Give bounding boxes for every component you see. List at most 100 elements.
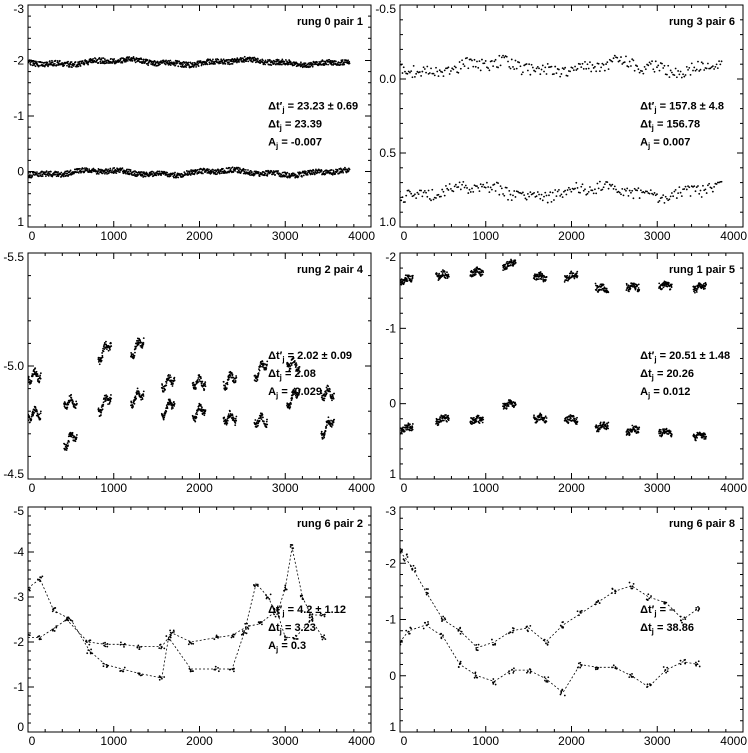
data-point xyxy=(648,61,651,64)
data-point xyxy=(321,396,323,399)
data-point xyxy=(441,188,444,191)
data-point xyxy=(302,63,304,66)
data-point xyxy=(678,73,681,76)
data-point xyxy=(177,65,180,68)
data-point xyxy=(33,64,35,66)
data-point xyxy=(181,63,184,66)
data-point xyxy=(28,378,31,381)
series-a xyxy=(400,258,708,294)
data-point xyxy=(625,284,628,286)
data-point xyxy=(404,201,406,203)
data-point xyxy=(132,170,135,173)
data-point xyxy=(597,62,600,65)
data-point xyxy=(546,201,549,204)
data-point xyxy=(534,70,537,73)
data-point xyxy=(404,274,407,277)
data-point xyxy=(631,58,634,61)
data-point xyxy=(638,288,641,291)
data-point xyxy=(101,405,104,408)
data-point xyxy=(674,188,677,191)
data-point xyxy=(632,197,635,200)
data-point xyxy=(473,58,476,61)
data-point xyxy=(402,66,405,69)
data-point xyxy=(680,195,683,198)
y-tick-label: -0.5 xyxy=(375,2,396,16)
data-point xyxy=(693,434,696,437)
data-point xyxy=(698,192,701,195)
x-tick-label: 3000 xyxy=(644,481,671,495)
data-point xyxy=(97,61,100,64)
data-point xyxy=(203,412,206,415)
data-point xyxy=(673,74,676,77)
data-point xyxy=(562,68,565,71)
data-point xyxy=(318,60,321,63)
data-point xyxy=(499,185,502,188)
data-point xyxy=(683,75,686,78)
data-point xyxy=(231,417,233,420)
data-point xyxy=(435,66,437,69)
data-point xyxy=(713,68,716,70)
data-point xyxy=(597,291,600,293)
data-point xyxy=(308,63,311,66)
data-point xyxy=(147,64,150,67)
data-point xyxy=(680,76,683,79)
data-point xyxy=(709,67,712,70)
annotation: Aj = 0.007 xyxy=(640,136,690,150)
data-point xyxy=(263,174,266,177)
data-point xyxy=(603,421,606,424)
data-point xyxy=(190,65,193,68)
data-point xyxy=(575,418,578,421)
data-point xyxy=(320,389,323,392)
data-point xyxy=(697,185,699,187)
data-point xyxy=(28,375,30,378)
panel-title: rung 2 pair 4 xyxy=(297,264,364,276)
data-point xyxy=(217,58,220,61)
data-point xyxy=(420,189,423,192)
data-point xyxy=(320,430,323,433)
data-point xyxy=(35,172,38,175)
data-point xyxy=(237,171,239,174)
data-point xyxy=(107,168,110,171)
data-point xyxy=(531,66,534,69)
data-point xyxy=(63,64,66,67)
data-point xyxy=(425,191,427,194)
data-point xyxy=(77,172,80,174)
data-point xyxy=(569,417,572,420)
data-point xyxy=(579,63,581,65)
data-point xyxy=(704,287,706,290)
data-point xyxy=(293,393,296,395)
data-point xyxy=(227,63,229,65)
data-point xyxy=(173,401,175,403)
data-point xyxy=(31,175,34,177)
data-marks xyxy=(28,55,351,179)
data-point xyxy=(576,275,579,277)
data-point xyxy=(161,384,164,386)
data-point xyxy=(162,390,165,393)
data-point xyxy=(328,421,331,424)
data-point xyxy=(65,449,68,451)
data-point xyxy=(541,64,544,67)
data-point xyxy=(73,435,76,438)
data-point xyxy=(410,279,413,282)
data-point xyxy=(185,170,188,172)
data-point xyxy=(53,62,56,65)
data-point xyxy=(206,63,209,66)
x-tick-label: 1000 xyxy=(100,481,127,495)
data-point xyxy=(293,64,296,66)
data-point xyxy=(189,170,191,173)
data-point xyxy=(602,283,605,286)
data-point xyxy=(227,378,230,381)
data-point xyxy=(249,56,252,59)
data-point xyxy=(466,56,468,59)
data-point xyxy=(28,419,30,422)
data-point xyxy=(48,60,51,62)
data-point xyxy=(273,62,275,65)
data-point xyxy=(637,431,640,434)
data-point xyxy=(282,60,284,62)
data-point xyxy=(468,188,471,191)
data-point xyxy=(305,170,307,173)
data-point xyxy=(447,414,450,417)
data-point xyxy=(591,189,594,192)
data-point xyxy=(220,58,223,61)
